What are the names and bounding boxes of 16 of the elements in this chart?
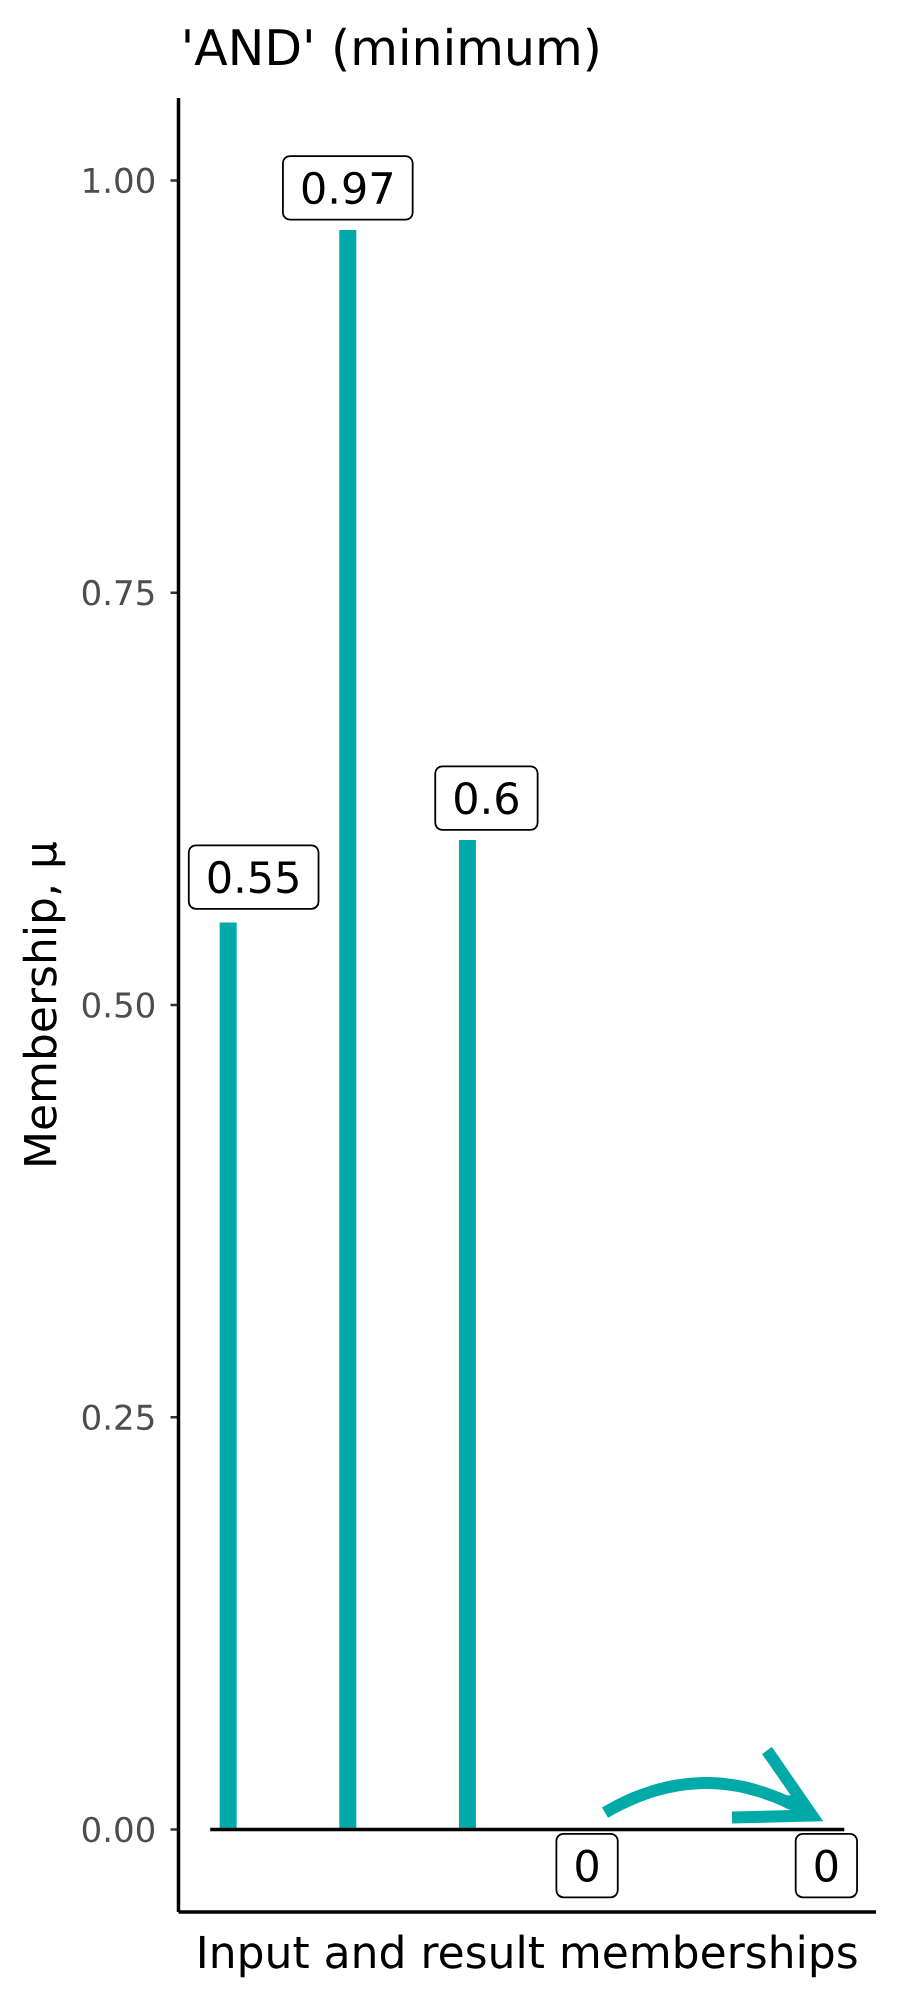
data-label: 0 <box>576 1849 598 1882</box>
y-tick-label: 0.00 <box>82 1816 155 1843</box>
x-axis-title: Input and result memberships <box>200 1934 857 1978</box>
y-axis-title: Membership, μ <box>22 842 66 1165</box>
data-label: 0 <box>815 1849 838 1882</box>
chart-title: 'AND' (minimum) <box>185 27 598 72</box>
data-label: 0.97 <box>302 171 392 205</box>
data-label: 0.55 <box>208 860 298 894</box>
bar <box>458 840 476 1830</box>
bar <box>339 229 357 1830</box>
y-tick-label: 0.50 <box>82 992 155 1018</box>
y-tick-label: 1.00 <box>84 167 155 194</box>
y-tick-label: 0.25 <box>82 1404 154 1431</box>
y-tick-label: 0.75 <box>82 579 154 606</box>
data-label: 0.6 <box>455 781 518 815</box>
bar <box>219 922 237 1830</box>
